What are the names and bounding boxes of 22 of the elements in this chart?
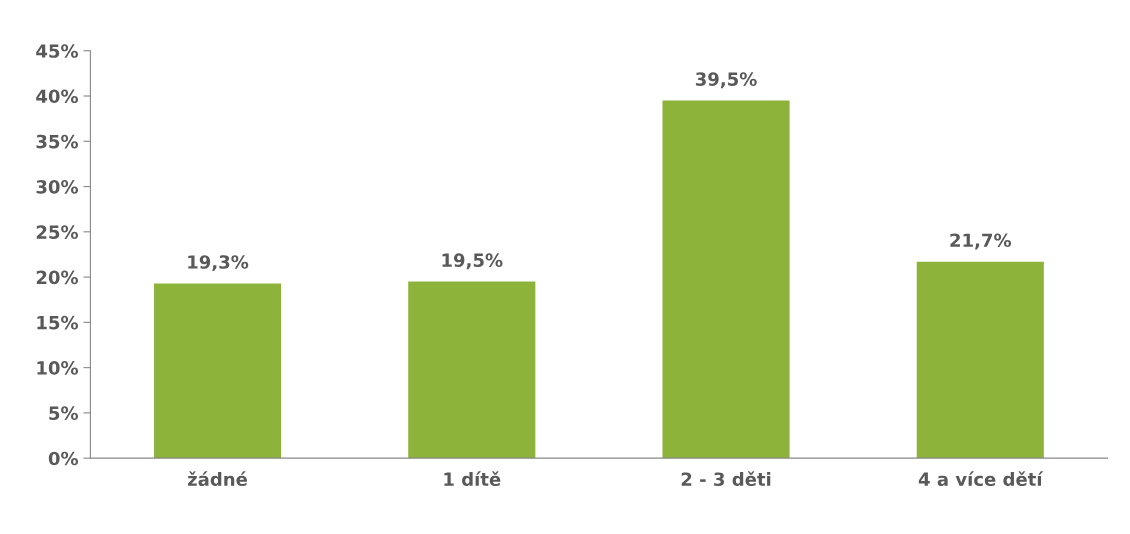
y-tick-label: 45% (36, 44, 79, 58)
data-label: 19,5% (442, 253, 503, 270)
x-tick-label: 1 dítě (444, 471, 501, 487)
bar (916, 261, 1044, 459)
bar (408, 281, 536, 459)
data-label: 19,3% (188, 255, 249, 272)
y-tick-label: 0% (48, 451, 79, 466)
x-tick-label: žádné (187, 471, 248, 487)
y-tick-label: 15% (37, 315, 79, 330)
y-tick-label: 10% (37, 361, 79, 375)
bar (153, 283, 282, 459)
x-tick-label: 4 a více dětí (918, 471, 1044, 487)
y-tick-label: 20% (36, 270, 79, 285)
y-tick-label: 5% (49, 406, 79, 421)
data-label: 39,5% (695, 72, 757, 89)
x-tick-label: 2 - 3 děti (681, 471, 771, 487)
y-tick-label: 30% (36, 180, 79, 194)
y-tick-label: 35% (36, 134, 79, 149)
y-tick-label: 25% (36, 225, 79, 239)
bar (662, 100, 790, 459)
y-tick-label: 40% (36, 89, 79, 104)
data-label: 21,7% (950, 233, 1012, 250)
